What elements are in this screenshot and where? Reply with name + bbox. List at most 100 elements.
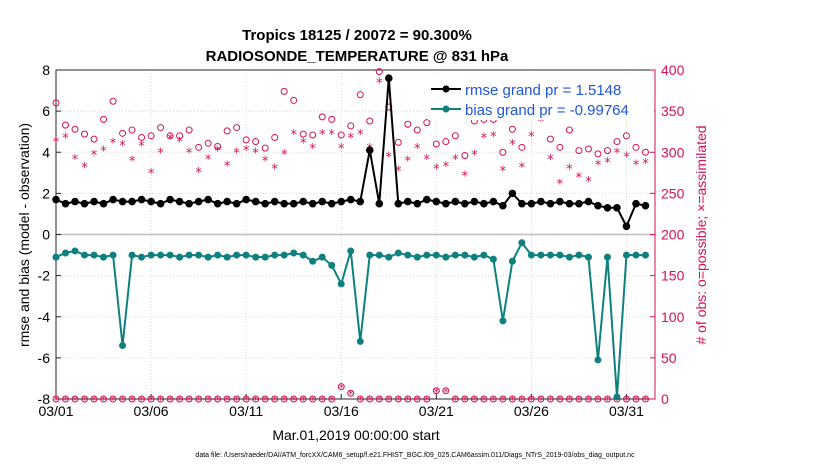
x-tick-label: 03/21 bbox=[419, 403, 454, 419]
obs-possible-point bbox=[71, 125, 79, 133]
obs-possible-point bbox=[366, 117, 374, 125]
rmse-point bbox=[527, 199, 536, 208]
obs-assimilated-point: * bbox=[386, 394, 392, 407]
obs-possible-point bbox=[280, 395, 288, 403]
obs-possible-point bbox=[309, 131, 317, 139]
obs-possible-point bbox=[318, 395, 326, 403]
obs-assimilated-point: * bbox=[129, 154, 136, 169]
bias-line bbox=[55, 240, 646, 398]
obs-assimilated-point: * bbox=[576, 171, 583, 186]
obs-possible-point bbox=[375, 395, 383, 403]
rmse-point bbox=[99, 199, 108, 208]
obs-possible-point bbox=[641, 148, 649, 156]
bias-point bbox=[223, 253, 231, 261]
obs-possible-point bbox=[185, 126, 193, 134]
bias-point bbox=[166, 251, 174, 259]
obs-assimilated-point: * bbox=[471, 149, 478, 164]
obs-possible-point bbox=[328, 115, 336, 123]
obs-possible-point bbox=[100, 395, 108, 403]
obs-possible-point bbox=[356, 395, 364, 403]
obs-possible-point bbox=[271, 395, 279, 403]
bias-point bbox=[461, 251, 469, 259]
rmse-point bbox=[537, 197, 545, 206]
obs-possible-point bbox=[394, 138, 402, 146]
bias-point bbox=[508, 257, 516, 265]
obs-possible-point bbox=[242, 136, 250, 144]
obs-possible-point bbox=[584, 395, 592, 403]
obs-possible-point bbox=[423, 395, 431, 403]
obs-possible-point bbox=[223, 395, 231, 403]
bias-point bbox=[603, 253, 611, 261]
rmse-point bbox=[413, 199, 422, 208]
rmse-point bbox=[166, 195, 174, 204]
bias-point bbox=[423, 251, 431, 259]
obs-possible-point bbox=[52, 395, 60, 403]
y-tick-label-left: -6 bbox=[38, 350, 51, 366]
rmse-point bbox=[432, 197, 441, 206]
rmse-point bbox=[489, 197, 498, 206]
obs-assimilated-point: * bbox=[205, 153, 212, 168]
obs-assimilated-point: * bbox=[300, 136, 307, 151]
y-tick-label-right: 350 bbox=[661, 103, 685, 119]
rmse-point bbox=[461, 199, 469, 208]
bias-point bbox=[385, 253, 393, 261]
bias-point bbox=[185, 251, 193, 259]
y-tick-label-left: 2 bbox=[42, 185, 50, 201]
obs-possible-point bbox=[556, 395, 564, 403]
obs-possible-point bbox=[280, 87, 288, 95]
bias-point bbox=[299, 251, 307, 259]
obs-assimilated-point: * bbox=[405, 394, 411, 407]
obs-assimilated-point: * bbox=[271, 163, 278, 178]
obs-possible-point bbox=[404, 395, 412, 403]
rmse-point bbox=[480, 199, 488, 208]
rmse-point bbox=[546, 199, 555, 208]
obs-assimilated-point: * bbox=[129, 394, 135, 407]
obs-possible-point bbox=[537, 395, 545, 403]
obs-assimilated-point: * bbox=[643, 394, 649, 407]
obs-assimilated-point: * bbox=[624, 394, 630, 407]
obs-assimilated-point: * bbox=[176, 136, 183, 151]
obs-possible-point bbox=[166, 395, 174, 403]
obs-assimilated-point: * bbox=[262, 154, 269, 169]
rmse-point bbox=[270, 197, 279, 206]
rmse-point bbox=[603, 203, 612, 212]
obs-assimilated-point: * bbox=[538, 394, 544, 407]
obs-assimilated-point: * bbox=[500, 164, 507, 179]
y-tick-label-left: -2 bbox=[38, 268, 51, 284]
obs-possible-point bbox=[527, 395, 535, 403]
bias-point bbox=[81, 251, 89, 259]
y-tick-label-left: 4 bbox=[42, 144, 50, 160]
obs-possible-point bbox=[594, 395, 602, 403]
obs-assimilated-point: * bbox=[472, 394, 478, 407]
obs-possible-point bbox=[261, 395, 269, 403]
y-tick-label-right: 150 bbox=[661, 268, 685, 284]
obs-possible-point bbox=[195, 395, 203, 403]
obs-possible-point bbox=[613, 138, 621, 146]
rmse-point bbox=[508, 189, 517, 198]
bias-point bbox=[318, 253, 326, 261]
obs-assimilated-point: * bbox=[262, 394, 268, 407]
legend: rmse grand pr = 1.5148 bias grand pr = -… bbox=[428, 74, 654, 120]
obs-assimilated-point: * bbox=[53, 136, 60, 151]
obs-assimilated-point: * bbox=[452, 153, 459, 168]
obs-assimilated-point: * bbox=[424, 394, 430, 407]
obs-assimilated-point: * bbox=[358, 394, 364, 407]
rmse-point bbox=[384, 74, 393, 83]
obs-possible-point bbox=[556, 143, 564, 151]
bias-point bbox=[176, 253, 184, 261]
obs-assimilated-point: * bbox=[82, 394, 88, 407]
obs-assimilated-point: * bbox=[319, 128, 326, 143]
rmse-point bbox=[204, 195, 212, 204]
obs-possible-point bbox=[518, 395, 526, 403]
chart-title: Tropics 18125 / 20072 = 90.300% bbox=[242, 27, 472, 44]
obs-possible-point bbox=[594, 150, 602, 158]
obs-assimilated-point: * bbox=[243, 144, 250, 159]
obs-assimilated-point: * bbox=[605, 394, 611, 407]
obs-assimilated-point: * bbox=[367, 394, 373, 407]
obs-assimilated-point: * bbox=[585, 175, 592, 190]
rmse-point bbox=[518, 199, 526, 208]
obs-possible-point bbox=[138, 395, 146, 403]
obs-assimilated-point: * bbox=[623, 150, 630, 165]
obs-possible-point bbox=[337, 383, 345, 391]
bias-point bbox=[413, 253, 421, 261]
